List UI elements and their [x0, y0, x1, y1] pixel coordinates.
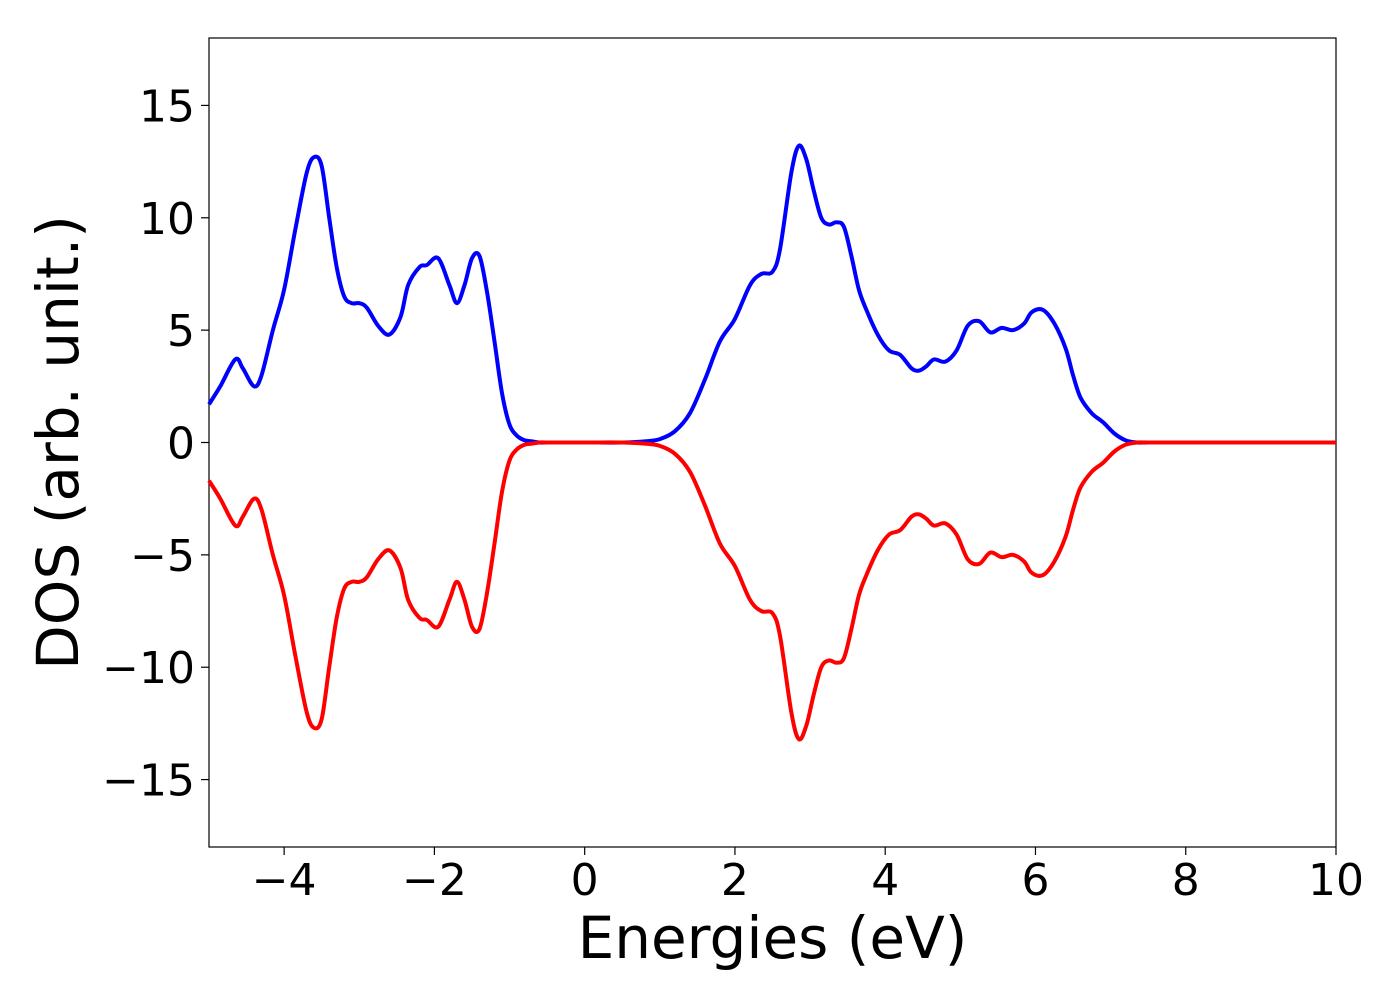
- series-line-1: [207, 143, 1336, 445]
- x-tick-label: −4: [252, 855, 317, 906]
- y-tick-label: 15: [139, 81, 195, 132]
- x-tick-label: 4: [871, 855, 899, 906]
- x-tick-label: 2: [721, 855, 749, 906]
- x-tick-label: 0: [571, 855, 599, 906]
- x-tick-label: 6: [1021, 855, 1049, 906]
- y-tick-label: −10: [102, 643, 195, 694]
- y-tick-label: 0: [167, 419, 195, 470]
- x-axis-label: Energies (eV): [578, 904, 968, 972]
- x-tick-label: 10: [1308, 855, 1364, 906]
- x-tick-label: −2: [402, 855, 467, 906]
- x-tick-label: 8: [1172, 855, 1200, 906]
- y-tick-label: 10: [139, 194, 195, 245]
- y-tick-label: −5: [130, 531, 195, 582]
- y-tick-label: −15: [102, 756, 195, 807]
- x-axis: −4 −2 0 2 4 6 8 10: [252, 847, 1364, 906]
- series-layer: [207, 143, 1336, 742]
- y-axis: −15 −10 −5 0 5 10 15: [102, 81, 209, 807]
- y-tick-label: 5: [167, 306, 195, 357]
- series-line-2: [207, 440, 1336, 742]
- y-axis-label: DOS (arb. unit.): [24, 215, 92, 670]
